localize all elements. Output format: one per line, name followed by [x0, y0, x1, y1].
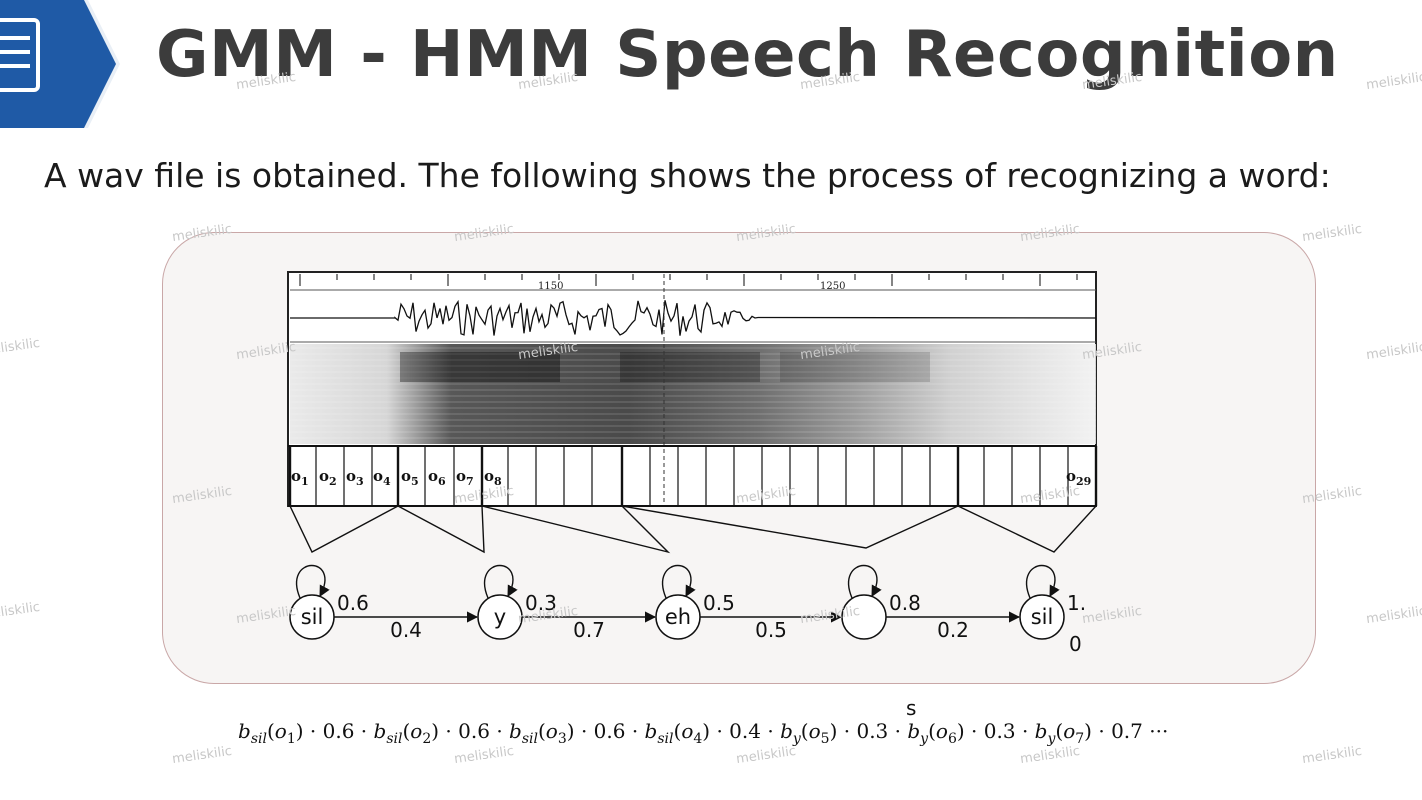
document-icon — [0, 18, 40, 92]
self-transition-prob-tail: 0 — [1069, 632, 1082, 656]
logo-badge — [0, 0, 120, 128]
state-label: eh — [665, 605, 691, 629]
alignment-connectors — [289, 505, 1097, 554]
waveform-panel: 1150 1250 — [287, 271, 1098, 507]
formula-ellipsis: ··· — [1149, 719, 1169, 743]
waveform-trace — [290, 299, 1097, 336]
next-transition-prob: 0.4 — [390, 618, 422, 642]
formula-term: bsil(o4) · 0.4 · — [644, 719, 774, 747]
obs-label-o29: o29 — [1066, 467, 1091, 488]
state-label: sil — [301, 605, 324, 629]
next-transition-prob: 0.7 — [573, 618, 605, 642]
obs-label-o7: o7 — [456, 467, 474, 488]
self-transition-prob: 1. — [1067, 591, 1086, 615]
obs-label-o8: o8 — [484, 467, 502, 488]
obs-label-o5: o5 — [401, 467, 419, 488]
obs-label-o1: o1 — [291, 467, 309, 488]
tick-label-1250: 1250 — [820, 281, 845, 292]
formula-term: bsil(o3) · 0.6 · — [509, 719, 639, 747]
tick-label-1150: 1150 — [538, 281, 563, 292]
hmm-state-eh-3: eh 0.5 0.5 — [655, 564, 843, 642]
formula-term: by(o7) · 0.7 — [1034, 719, 1143, 747]
obs-label-o3: o3 — [346, 467, 364, 488]
formula-stray-s: s — [906, 696, 917, 720]
self-transition-prob: 0.3 — [525, 591, 557, 615]
self-transition-prob: 0.5 — [703, 591, 735, 615]
spectrogram — [290, 344, 1096, 444]
page-subtitle: A wav file is obtained. The following sh… — [44, 156, 1331, 195]
formula-term: by(o5) · 0.3 · — [780, 719, 901, 747]
hmm-state-blank-4: 0.8 0.2 — [841, 564, 1021, 642]
hmm-state-sil-1: sil 0.6 0.4 — [289, 564, 479, 642]
state-label: y — [494, 605, 506, 629]
self-transition-prob: 0.6 — [337, 591, 369, 615]
hmm-state-y-2: y 0.3 0.7 — [477, 564, 657, 642]
self-transition-prob: 0.8 — [889, 591, 921, 615]
next-transition-prob: 0.2 — [937, 618, 969, 642]
likelihood-formula: bsil(o1) · 0.6 · bsil(o2) · 0.6 · bsil(o… — [238, 719, 1168, 747]
page-title: GMM - HMM Speech Recognition — [156, 18, 1339, 92]
hmm-state-sil-5: sil 1. 0 — [1019, 564, 1086, 656]
obs-label-o4: o4 — [373, 467, 391, 488]
formula-term: by(o6) · 0.3 · — [907, 719, 1029, 747]
obs-label-o2: o2 — [319, 467, 337, 488]
next-transition-prob: 0.5 — [755, 618, 787, 642]
state-label: sil — [1031, 605, 1054, 629]
formula-term: bsil(o2) · 0.6 · — [373, 719, 503, 747]
formula-term: bsil(o1) · 0.6 · — [238, 719, 368, 747]
obs-label-o6: o6 — [428, 467, 446, 488]
